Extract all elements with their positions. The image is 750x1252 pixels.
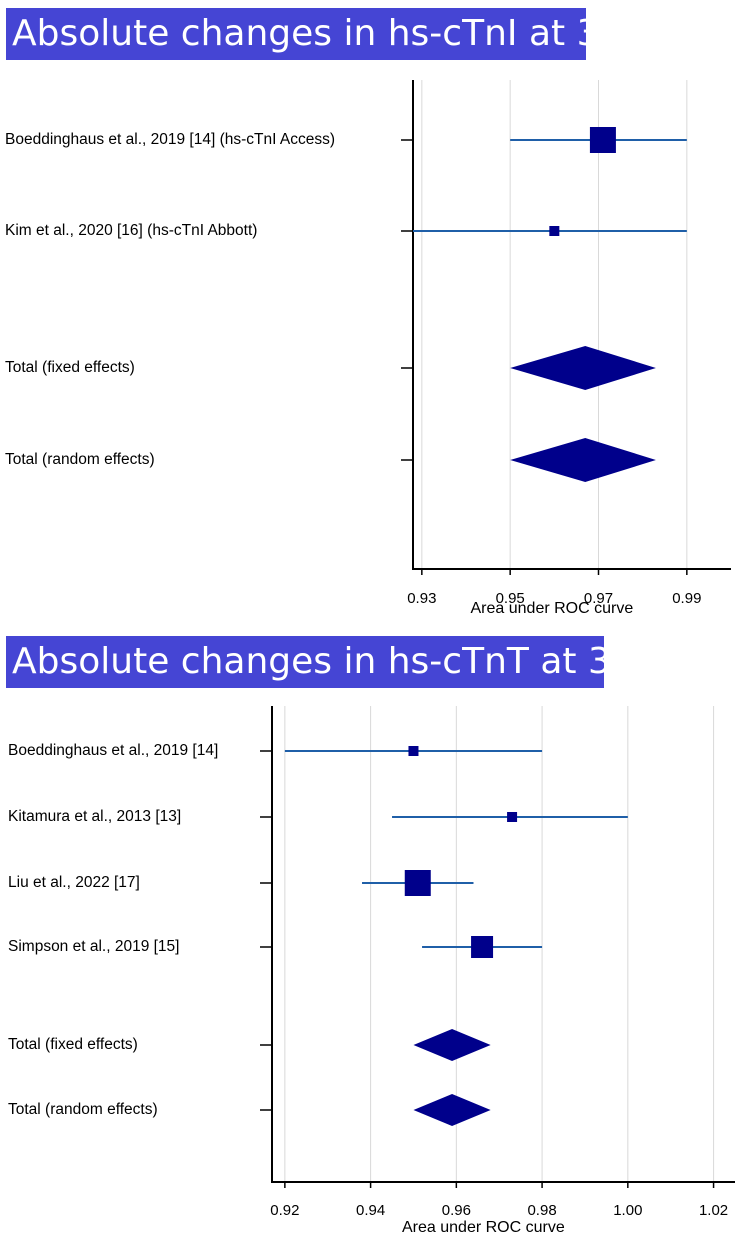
pooled-estimate-diamond xyxy=(510,438,656,482)
x-tick-label: 0.95 xyxy=(496,590,525,607)
x-tick-label: 0.99 xyxy=(672,590,701,607)
total-label: Total (random effects) xyxy=(8,1101,158,1118)
pooled-estimate-diamond xyxy=(510,346,656,390)
x-axis-label: Area under ROC curve xyxy=(470,600,634,617)
study-label: Boeddinghaus et al., 2019 [14] xyxy=(8,742,219,759)
study-label: Kitamura et al., 2013 [13] xyxy=(8,808,182,825)
x-tick-label: 1.00 xyxy=(613,1202,642,1219)
study-estimate-marker xyxy=(404,870,431,896)
x-tick-label: 0.96 xyxy=(442,1202,471,1219)
total-label: Total (fixed effects) xyxy=(8,1036,138,1053)
forest-svg: 0.93 0.95 0.97 0.99 xyxy=(401,80,731,607)
x-tick-label: 0.98 xyxy=(527,1202,556,1219)
x-tick-label: 0.92 xyxy=(270,1202,299,1219)
total-label: Total (fixed effects) xyxy=(5,359,135,376)
x-axis-label: Area under ROC curve xyxy=(402,1219,565,1236)
forest-plot-cTnI: 0.93 0.95 0.97 0.99 Boeddinghaus et al., 201… xyxy=(0,60,750,630)
x-tick-label: 0.93 xyxy=(407,590,436,607)
pooled-estimate-diamond xyxy=(413,1029,491,1061)
total-label: Total (random effects) xyxy=(5,451,155,468)
x-tick-label: 1.02 xyxy=(699,1202,728,1219)
x-tick-label: 0.94 xyxy=(356,1202,385,1219)
study-estimate-marker xyxy=(589,127,616,153)
study-estimate-marker xyxy=(507,812,518,822)
study-estimate-marker xyxy=(471,936,494,958)
chart-title-cTnI: Absolute changes in hs-cTnI at 3hr xyxy=(6,8,637,60)
study-label: Boeddinghaus et al., 2019 [14] (hs-cTnI … xyxy=(5,131,335,148)
study-label: Kim et al., 2020 [16] (hs-cTnI Abbott) xyxy=(5,222,258,239)
pooled-estimate-diamond xyxy=(413,1094,491,1126)
study-estimate-marker xyxy=(549,226,560,236)
chart-title-cTnT: Absolute changes in hs-cTnT at 3hr xyxy=(6,636,648,688)
study-estimate-marker xyxy=(408,746,419,756)
study-label: Liu et al., 2022 [17] xyxy=(8,874,140,891)
forest-plot-cTnT: 0.92 0.94 0.96 0.98 1.00 1.02 Boeddinghaus et … xyxy=(0,690,750,1252)
forest-svg: 0.92 0.94 0.96 0.98 1.00 1.02 xyxy=(260,706,735,1219)
x-tick-label: 0.97 xyxy=(584,590,613,607)
study-label: Simpson et al., 2019 [15] xyxy=(8,938,180,955)
